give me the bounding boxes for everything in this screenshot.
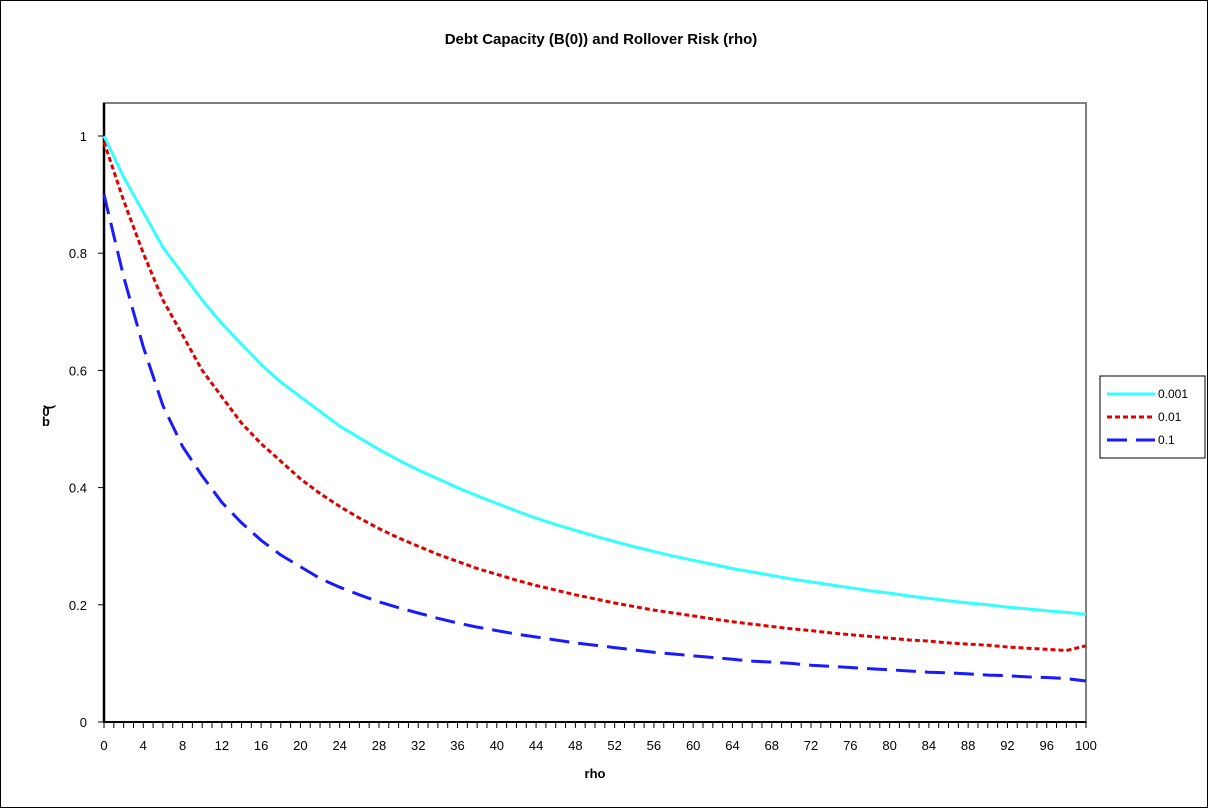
series-line	[102, 141, 1087, 652]
x-tick-label: 88	[961, 738, 975, 753]
x-tick-label: 64	[725, 738, 739, 753]
chart-title: Debt Capacity (B(0)) and Rollover Risk (…	[445, 31, 758, 48]
x-tick-label: 100	[1075, 738, 1097, 753]
y-axis-title-mid: 0	[42, 404, 49, 419]
x-tick-label: 44	[529, 738, 543, 753]
y-tick-label: 0.4	[69, 481, 87, 496]
legend-label: 0.1	[1158, 433, 1175, 447]
y-tick-label: 0.8	[69, 246, 87, 261]
x-tick-label: 60	[686, 738, 700, 753]
x-tick-label: 8	[179, 738, 186, 753]
y-axis-title-main: b	[42, 414, 50, 429]
x-tick-label: 32	[411, 738, 425, 753]
x-tick-label: 84	[922, 738, 936, 753]
legend-items: 0.001 0.01 0.1	[1107, 387, 1188, 447]
y-axis-title: ) 0 b	[42, 404, 58, 429]
y-tick-label: 0	[80, 715, 87, 730]
x-tick-label: 56	[647, 738, 661, 753]
x-tick-label: 28	[372, 738, 386, 753]
x-tick-label: 16	[254, 738, 268, 753]
x-tick-label: 24	[332, 738, 346, 753]
x-tick-label: 68	[765, 738, 779, 753]
x-tick-label: 20	[293, 738, 307, 753]
x-tick-label: 4	[140, 738, 147, 753]
x-tick-label: 0	[100, 738, 107, 753]
series-line	[102, 194, 1087, 683]
y-axis: 0 0.2 0.4 0.6 0.8 1	[69, 103, 106, 730]
x-tick-label: 96	[1039, 738, 1053, 753]
legend-label: 0.001	[1158, 387, 1188, 401]
x-tick-label: 52	[607, 738, 621, 753]
plot-area	[103, 102, 1087, 723]
x-tick-label: 36	[450, 738, 464, 753]
y-tick-label: 1	[80, 129, 87, 144]
x-axis: 0 4 8 12 16 20 24 28 32 36 40 44 48 52 56 60 64 68 72 76 80 8…	[100, 721, 1097, 753]
legend-label: 0.01	[1158, 410, 1182, 424]
x-tick-label: 76	[843, 738, 857, 753]
y-tick-label: 0.2	[69, 598, 87, 613]
legend: 0.001 0.01 0.1	[1099, 375, 1206, 459]
x-tick-label: 48	[568, 738, 582, 753]
x-tick-label: 40	[490, 738, 504, 753]
y-axis-title-sub: )	[43, 405, 58, 409]
x-tick-label: 92	[1000, 738, 1014, 753]
x-tick-label: 72	[804, 738, 818, 753]
series-layer	[102, 135, 1087, 683]
x-axis-title: rho	[585, 766, 606, 781]
x-tick-label: 80	[882, 738, 896, 753]
series-line	[102, 135, 1087, 616]
x-tick-label: 12	[215, 738, 229, 753]
y-tick-label: 0.6	[69, 363, 87, 378]
